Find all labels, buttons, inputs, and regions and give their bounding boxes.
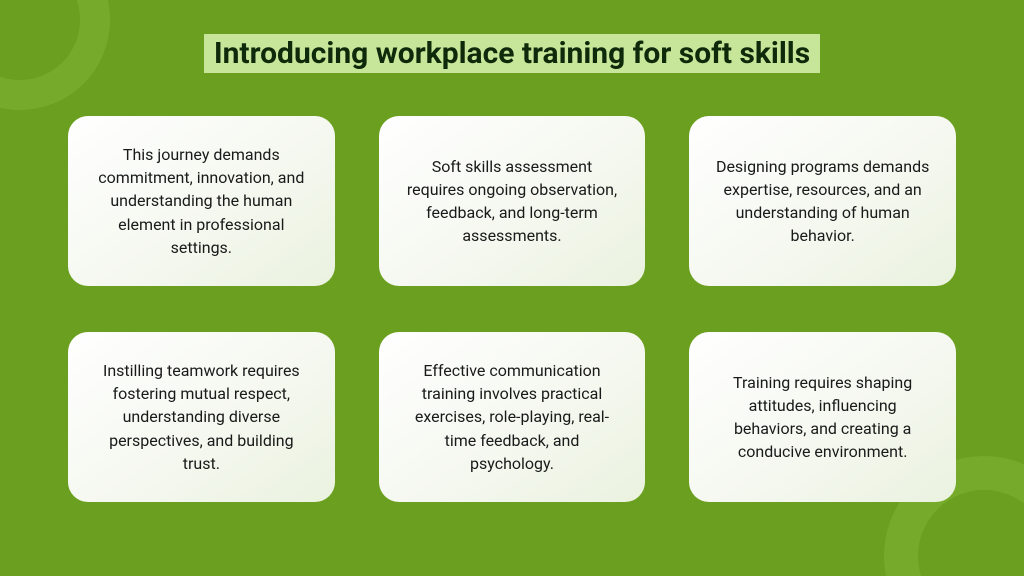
slide: Introducing workplace training for soft … — [0, 0, 1024, 576]
title-container: Introducing workplace training for soft … — [0, 34, 1024, 73]
card-text: Instilling teamwork requires fostering m… — [92, 359, 311, 475]
card-grid: This journey demands commitment, innovat… — [68, 116, 956, 502]
card: Instilling teamwork requires fostering m… — [68, 332, 335, 502]
card-text: This journey demands commitment, innovat… — [92, 143, 311, 259]
card: Effective communication training involve… — [379, 332, 646, 502]
slide-title: Introducing workplace training for soft … — [204, 34, 820, 73]
card: This journey demands commitment, innovat… — [68, 116, 335, 286]
card: Training requires shaping attitudes, inf… — [689, 332, 956, 502]
card-text: Designing programs demands expertise, re… — [713, 155, 932, 248]
card: Soft skills assessment requires ongoing … — [379, 116, 646, 286]
card-text: Soft skills assessment requires ongoing … — [403, 155, 622, 248]
card-text: Effective communication training involve… — [403, 359, 622, 475]
card-text: Training requires shaping attitudes, inf… — [713, 371, 932, 464]
card: Designing programs demands expertise, re… — [689, 116, 956, 286]
